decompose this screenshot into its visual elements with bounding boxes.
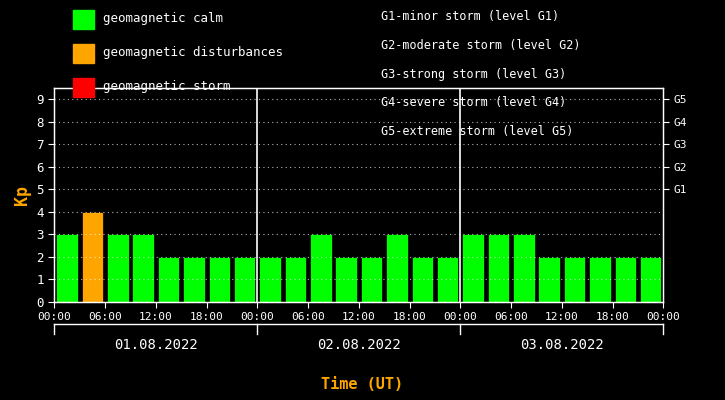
Text: geomagnetic calm: geomagnetic calm xyxy=(103,12,223,25)
Bar xyxy=(57,234,78,302)
Bar xyxy=(285,257,306,302)
Bar xyxy=(260,257,281,302)
Bar xyxy=(386,234,407,302)
Bar xyxy=(183,257,204,302)
Text: G3-strong storm (level G3): G3-strong storm (level G3) xyxy=(381,68,566,81)
Text: Time (UT): Time (UT) xyxy=(321,377,404,392)
Bar xyxy=(412,257,433,302)
Bar xyxy=(539,257,560,302)
Text: G5-extreme storm (level G5): G5-extreme storm (level G5) xyxy=(381,125,573,138)
Text: geomagnetic disturbances: geomagnetic disturbances xyxy=(103,46,283,59)
Text: 01.08.2022: 01.08.2022 xyxy=(114,338,198,352)
Y-axis label: Kp: Kp xyxy=(13,185,31,205)
Bar xyxy=(158,257,179,302)
Bar xyxy=(234,257,255,302)
Text: G2-moderate storm (level G2): G2-moderate storm (level G2) xyxy=(381,39,580,52)
Bar xyxy=(589,257,610,302)
Bar xyxy=(437,257,458,302)
Text: 03.08.2022: 03.08.2022 xyxy=(520,338,604,352)
Text: geomagnetic storm: geomagnetic storm xyxy=(103,80,231,93)
Bar xyxy=(361,257,382,302)
Bar xyxy=(615,257,636,302)
Bar xyxy=(107,234,128,302)
Bar xyxy=(463,234,484,302)
Text: 02.08.2022: 02.08.2022 xyxy=(317,338,401,352)
Bar xyxy=(310,234,331,302)
Bar xyxy=(82,212,103,302)
Bar xyxy=(564,257,585,302)
Text: G4-severe storm (level G4): G4-severe storm (level G4) xyxy=(381,96,566,109)
Bar xyxy=(488,234,509,302)
Bar xyxy=(513,234,534,302)
Bar xyxy=(640,257,661,302)
Bar xyxy=(133,234,154,302)
Bar xyxy=(209,257,230,302)
Text: G1-minor storm (level G1): G1-minor storm (level G1) xyxy=(381,10,559,23)
Bar xyxy=(336,257,357,302)
